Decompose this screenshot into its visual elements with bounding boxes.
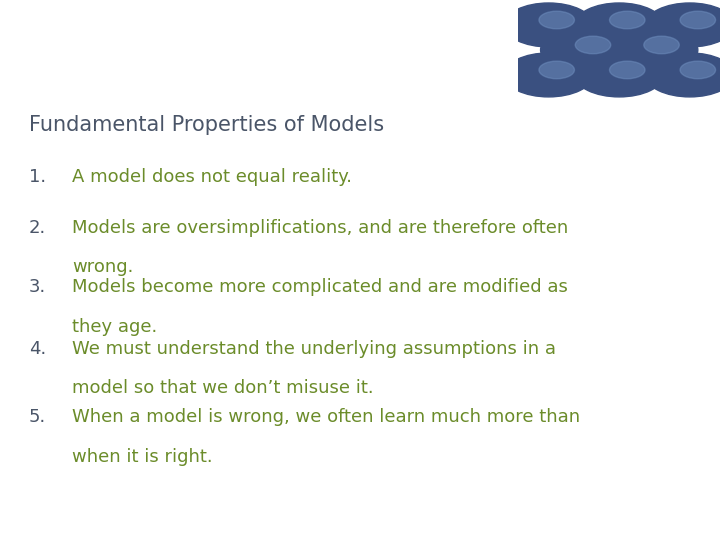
Text: wrong.: wrong. [72, 258, 133, 276]
Text: Section 8.7: Section 8.7 [11, 25, 125, 43]
Circle shape [504, 3, 593, 47]
Text: 2.: 2. [29, 219, 46, 237]
Text: Fundamental Properties of Models: Fundamental Properties of Models [29, 116, 384, 136]
Text: 1.: 1. [29, 168, 46, 186]
Circle shape [539, 11, 575, 29]
Text: when it is right.: when it is right. [72, 448, 212, 465]
Text: When a model is wrong, we often learn much more than: When a model is wrong, we often learn mu… [72, 408, 580, 426]
Circle shape [680, 11, 716, 29]
Text: they age.: they age. [72, 318, 157, 336]
Text: A model does not equal reality.: A model does not equal reality. [72, 168, 352, 186]
Circle shape [609, 28, 698, 72]
Text: We must understand the underlying assumptions in a: We must understand the underlying assump… [72, 340, 556, 358]
Text: model so that we don’t misuse it.: model so that we don’t misuse it. [72, 380, 374, 397]
Circle shape [575, 3, 664, 47]
Circle shape [610, 11, 645, 29]
Text: 3.: 3. [29, 278, 46, 296]
Text: Models become more complicated and are modified as: Models become more complicated and are m… [72, 278, 568, 296]
Text: The Covalent Chemical Bond: A Model: The Covalent Chemical Bond: A Model [11, 65, 355, 83]
Text: 4.: 4. [29, 340, 46, 358]
Circle shape [680, 61, 716, 79]
Circle shape [645, 3, 720, 47]
Circle shape [575, 36, 611, 54]
Circle shape [610, 61, 645, 79]
Circle shape [575, 53, 664, 97]
Circle shape [541, 28, 629, 72]
Text: 5.: 5. [29, 408, 46, 426]
Circle shape [645, 53, 720, 97]
Circle shape [644, 36, 679, 54]
Circle shape [504, 53, 593, 97]
Text: Models are oversimplifications, and are therefore often: Models are oversimplifications, and are … [72, 219, 568, 237]
Circle shape [539, 61, 575, 79]
